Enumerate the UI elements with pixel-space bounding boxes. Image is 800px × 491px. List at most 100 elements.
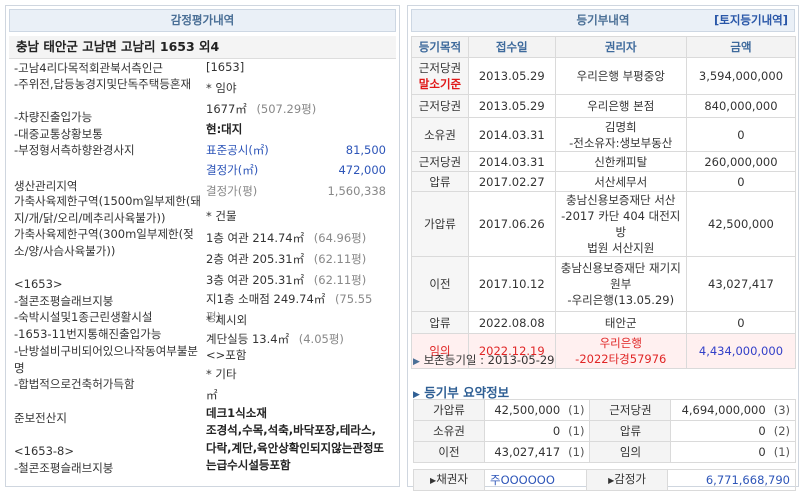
appraisal-panel: 감정평가내역 충남 태안군 고남면 고남리 1653 외4 -고남4리다목적회관… [5, 5, 400, 487]
summary-count: (1) [773, 445, 790, 459]
detail-value: (64.96평) [313, 231, 367, 245]
holder: 태안군 [604, 315, 637, 330]
purpose: 근저당권 [418, 154, 462, 169]
summary-value: 0 (1) [670, 441, 796, 463]
appraisal-note: -1653-11번지통해진출입가능 [14, 327, 162, 341]
purpose-cell: 압류 [411, 171, 469, 192]
registry-table: 등기목적 접수일 권리자 금액 근저당권 말소기준 2013.05.29 우리은행 부평중앙 3… [411, 36, 797, 369]
appraisal-note: -주위전,답등농경지및단독주택등혼재 [14, 77, 192, 91]
summary-row: 이전 43,027,417 (1) 임의 0 (1) [413, 441, 796, 463]
date-cell: 2022.08.08 [467, 311, 556, 334]
summary-label: 이전 [413, 441, 485, 463]
purpose-cell: 소유권 [411, 117, 469, 152]
holder: 우리은행 [599, 336, 642, 350]
preservation-text: 보존등기일 : 2013-05-29 [423, 353, 555, 367]
amount-cell: 4,434,000,000 [685, 333, 797, 369]
summary-amount: 43,027,417 [494, 445, 561, 459]
appraisal-detail: 3층 여관 205.31㎡ (62.11평) [206, 272, 386, 290]
purpose-cell: 근저당권 말소기준 [411, 57, 469, 95]
purpose: 소유권 [424, 127, 456, 142]
holder: 서산세무서 [594, 174, 648, 189]
detail-label: 2층 여관 205.31㎡ [206, 252, 305, 266]
holder: -우리은행(13.05.29) [567, 293, 675, 307]
purpose-cell: 이전 [411, 256, 469, 312]
detail-value: (507.29평) [256, 102, 317, 116]
header-row: 등기목적 접수일 권리자 금액 [411, 36, 797, 58]
holder: 우리은행 본점 [587, 99, 655, 113]
summary-label: 압류 [589, 420, 672, 442]
date-cell: 2013.05.29 [467, 57, 556, 95]
date-cell: 2014.03.31 [467, 151, 556, 172]
purpose-cell: 임의 [411, 333, 469, 369]
registry-row: 근저당권 2013.05.29 우리은행 본점 840,000,000 [411, 94, 797, 118]
extra-row: ▶채권자 주OOOOOO ▶감정가 6,771,668,790 [413, 469, 796, 491]
appraisal-detail: <>포함 [206, 348, 247, 362]
detail-label: 계단실등 13.4㎡ [206, 332, 290, 346]
purpose-cell: 근저당권 [411, 151, 469, 172]
appraisal-note: -대중교통상황보통 [14, 127, 103, 141]
purpose: 임의 [429, 344, 451, 358]
registry-row: 가압류 2017.06.26 충남신용보증재단 서산 -2017 카단 404 대전지… [411, 191, 797, 257]
detail-label: 3층 여관 205.31㎡ [206, 273, 305, 287]
date-cell: 2013.05.29 [467, 94, 556, 118]
date-cell: 2014.03.31 [467, 117, 556, 152]
appraisal-detail: 결정가(㎡) 472,000 [206, 162, 386, 180]
extra-label-text: 감정가 [614, 472, 646, 486]
purpose: 말소기준 [418, 77, 462, 91]
appraisal-detail: 1층 여관 214.74㎡ (64.96평) [206, 230, 386, 248]
summary-row: 가압류 42,500,000 (1) 근저당권 4,694,000,000 (3) [413, 399, 796, 421]
registry-panel: 등기부내역 [토지등기내역] 등기목적 접수일 권리자 금액 근저당권 말소기준 2013.0… [407, 5, 799, 491]
appraisal-detail: * 기타 [206, 367, 237, 381]
summary-amount: 4,694,000,000 [681, 403, 766, 417]
amount-cell: 3,594,000,000 [685, 57, 797, 95]
preservation: ▶ 보존등기일 : 2013-05-29 [413, 353, 555, 367]
appraisal-note: 준보전산지 [14, 411, 67, 425]
holder: -2022타경57976 [575, 352, 667, 366]
appraisal-detail: 지1층 소매점 249.74㎡ (75.55평) [206, 291, 386, 326]
appraisal-detail: 결정가(평) 1,560,338 [206, 183, 386, 201]
summary-amount: 0 [758, 424, 766, 438]
appraisal-note: <1653-8> [14, 444, 75, 458]
date-cell: 2017.02.27 [467, 171, 556, 192]
holder: 법원 서산지원 [587, 241, 655, 255]
amount-cell: 42,500,000 [685, 191, 797, 257]
holder-cell: 김명희 -전소유자:생보부동산 [554, 117, 687, 152]
appraisal-detail: 계단실등 13.4㎡ (4.05평) [206, 331, 386, 349]
extra-table: ▶채권자 주OOOOOO ▶감정가 6,771,668,790 [413, 469, 796, 491]
extra-label: ▶감정가 [586, 469, 669, 491]
registry-row: 근저당권 2014.03.31 신한캐피탈 260,000,000 [411, 151, 797, 172]
detail-value: 472,000 [338, 163, 386, 177]
summary-label: 가압류 [413, 399, 485, 421]
holder: 원부 [610, 277, 632, 291]
detail-value: (62.11평) [313, 252, 367, 266]
appraisal-note: -고남4리다목적회관북서측인근 [14, 61, 164, 75]
extra-label: ▶채권자 [413, 469, 485, 491]
land-registry-link[interactable]: [토지등기내역] [714, 13, 788, 27]
purpose-cell: 근저당권 [411, 94, 469, 118]
registry-row: 임의 2022.12.19 우리은행 -2022타경57976 4,434,000,00… [411, 333, 797, 369]
summary-value: 42,500,000 (1) [483, 399, 591, 421]
amount-cell: 0 [685, 117, 797, 152]
appraisal-detail: 표준공시(㎡) 81,500 [206, 142, 386, 160]
appraisal-note: -합법적으로건축허가득함 [14, 377, 135, 391]
extra-value: 6,771,668,790 [667, 469, 796, 491]
summary-amount: 42,500,000 [494, 403, 561, 417]
purpose-cell: 가압류 [411, 191, 469, 257]
column-header: 등기목적 [411, 36, 469, 58]
address: 충남 태안군 고남면 고남리 1653 외4 [9, 36, 396, 59]
appraisal-note: -철콘조평슬래브지붕 [14, 294, 114, 308]
summary-count: (1) [568, 445, 585, 459]
holder: 충남신용보증재단 서산 [566, 193, 676, 207]
amount-cell: 840,000,000 [685, 94, 797, 118]
holder-cell: 충남신용보증재단 서산 -2017 카단 404 대전지방 법원 서산지원 [554, 191, 687, 257]
summary-row: 소유권 0 (1) 압류 0 (2) [413, 420, 796, 442]
appraisal-note: -난방설비구비되어있으나작동여부불분명 [14, 344, 199, 375]
summary-label: 임의 [589, 441, 672, 463]
appraisal-detail: [1653] [206, 60, 245, 74]
appraisal-detail: 조경석,수목,석축,바닥포장,테라스,다락,계단,육안상확인되지않는관정또는급수… [206, 423, 385, 472]
detail-label: 결정가(㎡) [206, 163, 259, 177]
holder-cell: 우리은행 -2022타경57976 [554, 333, 687, 369]
purpose: 이전 [429, 277, 451, 291]
registry-row: 근저당권 말소기준 2013.05.29 우리은행 부평중앙 3,594,000,000 [411, 57, 797, 95]
purpose: 가압류 [424, 217, 456, 231]
